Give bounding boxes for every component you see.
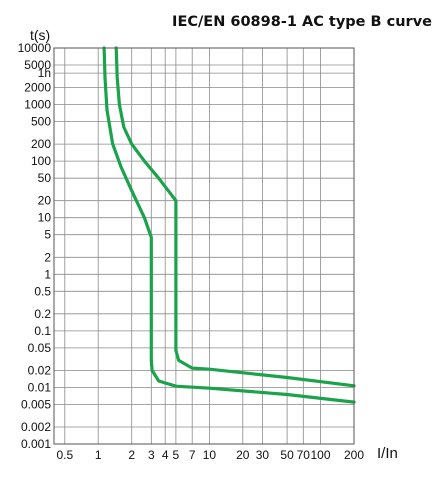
x-tick-label: 100 xyxy=(310,448,330,462)
x-tick-label: 7 xyxy=(189,448,196,462)
y-axis-label: t(s) xyxy=(30,27,50,43)
plot-frame xyxy=(53,47,355,445)
y-tick-label: 10000 xyxy=(18,41,52,55)
x-tick-label: 1 xyxy=(95,448,102,462)
y-tick-label: 5 xyxy=(44,228,51,242)
y-tick-label: 20 xyxy=(38,194,52,208)
y-tick-label: 50 xyxy=(38,171,52,185)
y-tick-label: 100 xyxy=(31,154,51,168)
x-tick-label: 200 xyxy=(344,448,364,462)
y-tick-label: 0.05 xyxy=(28,341,52,355)
grid xyxy=(54,47,355,445)
y-tick-label: 500 xyxy=(31,115,51,129)
y-tick-label: 0.1 xyxy=(34,324,51,338)
y-tick-label: 2 xyxy=(44,250,51,264)
y-tick-label: 0.5 xyxy=(34,284,51,298)
y-tick-label: 0.02 xyxy=(28,363,52,377)
x-tick-label: 70 xyxy=(297,448,311,462)
x-tick-label: 0.5 xyxy=(56,448,73,462)
y-tick-label: 1000 xyxy=(24,98,51,112)
y-tick-label: 0.01 xyxy=(28,380,52,394)
x-tick-label: 10 xyxy=(203,448,217,462)
x-tick-labels: 0.5 1 2 3 4 5 7 10 20 30 50 70 100 200 xyxy=(56,448,364,462)
y-tick-label: 0.005 xyxy=(21,398,51,412)
x-tick-label: 5 xyxy=(173,448,180,462)
y-tick-label: 0.001 xyxy=(21,437,51,451)
x-tick-label: 30 xyxy=(256,448,270,462)
y-tick-label: 200 xyxy=(31,137,51,151)
curves xyxy=(102,46,356,404)
y-tick-label: 1h xyxy=(38,66,51,80)
x-tick-label: 20 xyxy=(236,448,250,462)
y-tick-label: 0.002 xyxy=(21,420,51,434)
y-tick-label: 1 xyxy=(44,267,51,281)
x-tick-label: 2 xyxy=(128,448,135,462)
tripping-curve-1 xyxy=(102,46,356,404)
y-tick-label: 0.2 xyxy=(34,307,51,321)
y-tick-label: 10 xyxy=(38,211,52,225)
x-axis-label: I/In xyxy=(377,445,398,462)
x-tick-label: 3 xyxy=(148,448,155,462)
x-tick-label: 50 xyxy=(280,448,294,462)
y-tick-label: 5000 xyxy=(24,58,51,72)
y-tick-label: 2000 xyxy=(24,81,51,95)
chart-title: IEC/EN 60898-1 AC type B curve xyxy=(172,14,432,30)
x-tick-label: 4 xyxy=(162,448,169,462)
tripping-curve-2 xyxy=(114,46,356,388)
